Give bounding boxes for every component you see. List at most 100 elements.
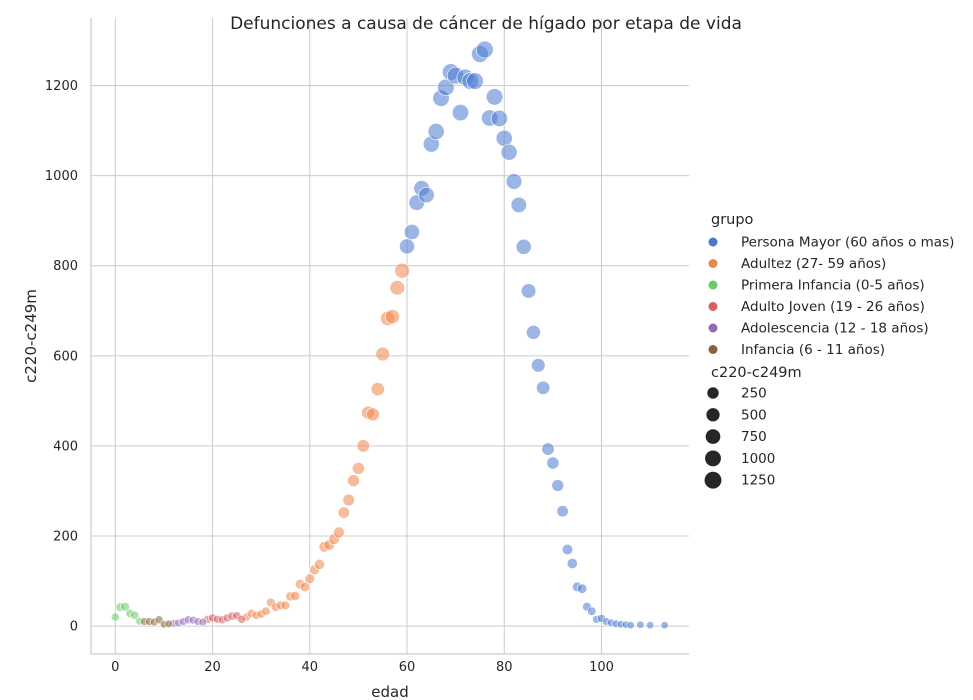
data-point xyxy=(485,88,504,106)
data-point xyxy=(403,224,420,240)
data-point xyxy=(576,583,588,594)
x-tick-label: 60 xyxy=(399,660,416,675)
data-point xyxy=(314,558,325,570)
data-point xyxy=(299,581,311,592)
legend-size-marker xyxy=(706,408,720,422)
legend-group-label: Infancia (6 - 11 años) xyxy=(741,342,885,358)
legend-group-label: Persona Mayor (60 años o mas) xyxy=(741,235,954,251)
data-point xyxy=(110,612,120,622)
data-point xyxy=(466,72,484,90)
data-point xyxy=(356,439,370,453)
legend-size-title: c220-c249m xyxy=(711,365,802,381)
data-point xyxy=(660,621,669,630)
legend-size-label: 1250 xyxy=(741,473,775,489)
data-point xyxy=(490,109,508,127)
data-point xyxy=(351,462,365,475)
data-point xyxy=(526,325,541,340)
legend-color-marker xyxy=(708,323,718,333)
data-point xyxy=(164,619,173,628)
data-point xyxy=(280,600,291,611)
y-axis-label: c220-c249m xyxy=(22,289,40,383)
data-points xyxy=(110,40,669,630)
y-tick-label: 1000 xyxy=(45,169,78,184)
legend-hue-entries: Persona Mayor (60 años o mas) Adultez (27… xyxy=(708,235,954,358)
legend-size-label: 250 xyxy=(741,386,767,402)
legend-group-label: Primera Infancia (0-5 años) xyxy=(741,278,925,294)
legend-size-marker xyxy=(705,429,721,444)
legend-color-marker xyxy=(708,345,718,354)
y-tick-label: 0 xyxy=(70,620,78,635)
data-point xyxy=(370,382,385,397)
y-tick-label: 600 xyxy=(53,349,78,364)
grid-lines xyxy=(91,18,689,654)
data-point xyxy=(120,601,130,612)
data-point xyxy=(551,479,565,492)
x-tick-label: 0 xyxy=(111,660,119,675)
data-point xyxy=(626,621,635,630)
y-tick-label: 800 xyxy=(53,259,78,274)
data-point xyxy=(427,123,445,140)
data-point xyxy=(646,621,655,630)
legend-group-label: Adultez (27- 59 años) xyxy=(741,256,886,272)
x-tick-label: 40 xyxy=(302,660,319,675)
data-point xyxy=(261,606,271,616)
data-point xyxy=(198,617,208,627)
data-point xyxy=(347,474,360,487)
x-tick-label: 20 xyxy=(204,660,221,675)
legend-size-marker xyxy=(704,471,722,489)
data-point xyxy=(290,590,301,601)
data-point xyxy=(520,283,537,299)
y-tick-label: 200 xyxy=(53,529,78,544)
data-point xyxy=(556,505,569,518)
data-point xyxy=(636,620,645,629)
x-tick-label: 100 xyxy=(589,660,614,675)
data-point xyxy=(394,262,410,279)
x-tick-label: 80 xyxy=(496,660,513,675)
legend-size-label: 1000 xyxy=(741,451,775,467)
data-point xyxy=(546,456,560,470)
data-point xyxy=(541,442,555,456)
data-point xyxy=(375,346,390,362)
legend-color-marker xyxy=(708,280,718,290)
data-point xyxy=(337,506,350,519)
data-point xyxy=(536,380,551,395)
legend-size-label: 750 xyxy=(741,429,767,445)
data-point xyxy=(399,238,415,255)
data-point xyxy=(342,493,355,507)
data-point xyxy=(587,606,597,616)
data-point xyxy=(366,407,380,422)
legend-color-marker xyxy=(708,302,718,311)
legend-size-marker xyxy=(705,450,721,467)
data-point xyxy=(418,186,435,204)
y-tick-label: 1200 xyxy=(45,79,78,94)
legend-size-entries: 250 500 750 1000 1250 xyxy=(704,386,775,489)
axes xyxy=(90,18,689,655)
chart-title: Defunciones a causa de cáncer de hígado … xyxy=(230,14,742,34)
legend-size-label: 500 xyxy=(741,407,767,423)
data-point xyxy=(475,40,494,59)
legend-group-label: Adolescencia (12 - 18 años) xyxy=(741,321,929,337)
legend-size-marker xyxy=(707,387,719,399)
data-point xyxy=(333,526,345,539)
data-point xyxy=(531,358,546,373)
legend: grupo Persona Mayor (60 años o mas) Adult… xyxy=(704,212,954,489)
legend-hue-title: grupo xyxy=(711,212,754,228)
data-point xyxy=(451,104,470,122)
legend-color-marker xyxy=(708,237,718,247)
legend-color-marker xyxy=(708,259,718,268)
data-point xyxy=(510,196,527,214)
data-point xyxy=(237,614,247,624)
data-point xyxy=(561,543,574,556)
data-point xyxy=(515,238,532,255)
data-point xyxy=(130,610,140,620)
data-point xyxy=(384,309,400,325)
data-point xyxy=(389,280,405,296)
data-point xyxy=(505,173,523,190)
data-point xyxy=(500,143,518,161)
y-tick-label: 400 xyxy=(53,439,78,454)
data-point xyxy=(304,573,316,585)
data-point xyxy=(566,558,578,569)
x-axis-label: edad xyxy=(371,683,408,700)
